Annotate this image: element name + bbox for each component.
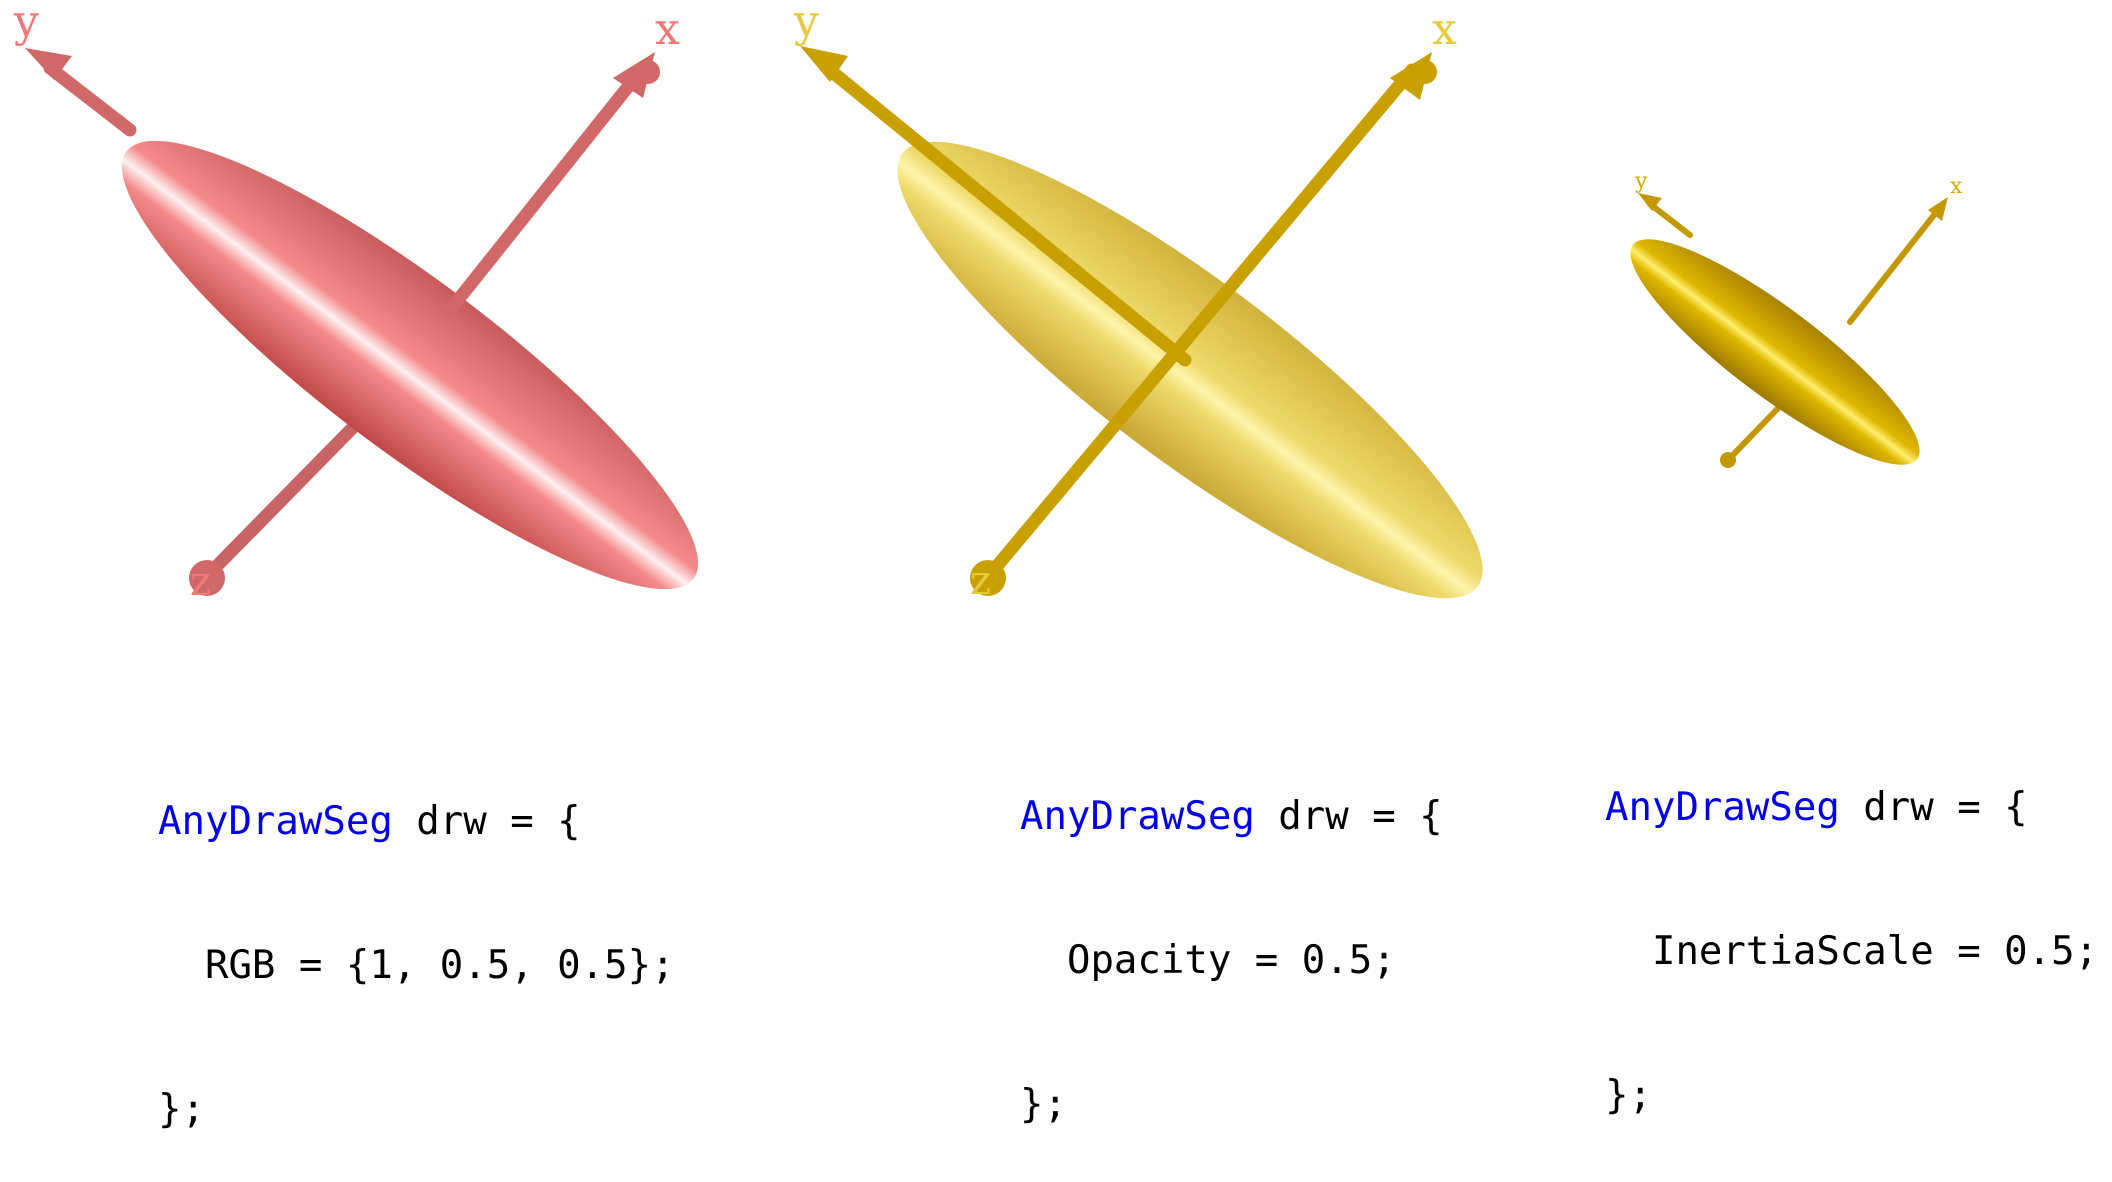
panel-2-x-axis bbox=[985, 63, 1419, 579]
panel-3-code-line-3: }; bbox=[1605, 1073, 1652, 1118]
panel-2-ellipsoid-figure: x y z bbox=[793, 0, 1483, 604]
panel-1-code-caption: AnyDrawSeg drw = { RGB = {1, 0.5, 0.5}; … bbox=[158, 702, 675, 1182]
panel-2-code-line-1-rest: drw = { bbox=[1254, 794, 1443, 839]
panel-1-ellipsoid bbox=[121, 140, 699, 590]
panel-3-y-axis bbox=[1647, 201, 1693, 238]
panel-1-x-label: x bbox=[655, 4, 680, 55]
panel-2-z-label: z bbox=[970, 558, 991, 604]
panel-2-y-axis-arrowhead bbox=[800, 46, 848, 82]
panel-3-ellipsoid-figure: x y bbox=[1630, 169, 1963, 468]
panel-2-y-label: y bbox=[793, 0, 819, 47]
panel-1-code-line-1-rest: drw = { bbox=[392, 799, 581, 844]
panel-1-code-line-1: AnyDrawSeg drw = { bbox=[158, 798, 675, 846]
ellipsoid-illustration: x y z x y z x y bbox=[13, 0, 1963, 605]
panel-2-x-label: x bbox=[1432, 4, 1457, 55]
panel-3-code-line-2: InertiaScale = 0.5; bbox=[1605, 929, 2099, 974]
panel-3-x-label: x bbox=[1950, 174, 1963, 199]
panel-1-z-axis bbox=[201, 398, 382, 582]
panel-1-x-axis bbox=[443, 71, 642, 317]
panel-3-x-axis bbox=[1847, 207, 1941, 325]
panel-1-code-line-3: }; bbox=[158, 1087, 205, 1132]
panel-2-code-caption: AnyDrawSeg drw = { Opacity = 0.5; }; bbox=[1020, 697, 1443, 1177]
panel-1-y-label: y bbox=[13, 0, 39, 47]
panel-1-z-label: z bbox=[190, 559, 211, 605]
panel-2-code-line-1: AnyDrawSeg drw = { bbox=[1020, 793, 1443, 841]
panel-1-y-axis-arrowhead bbox=[25, 48, 72, 80]
panel-2-x-arrow-cap bbox=[1413, 60, 1437, 84]
panel-2-code-keyword: AnyDrawSeg bbox=[1020, 794, 1255, 839]
panel-3-y-axis-arrowhead bbox=[1638, 193, 1662, 211]
panel-3-ellipsoid bbox=[1630, 239, 1920, 465]
panel-2-z-axis-tip bbox=[970, 560, 1006, 596]
panel-3-code-caption: AnyDrawSeg drw = { InertiaScale = 0.5; }… bbox=[1605, 688, 2098, 1168]
panel-3-code-line-1-rest: drw = { bbox=[1839, 785, 2028, 830]
panel-1-x-arrow-cap bbox=[636, 60, 660, 84]
panel-3-code-line-1: AnyDrawSeg drw = { bbox=[1605, 784, 2098, 832]
panel-3-y-label: y bbox=[1634, 169, 1648, 194]
panel-2-ellipsoid bbox=[897, 141, 1483, 599]
panel-1-y-axis bbox=[43, 61, 137, 137]
panel-1-z-axis-tip bbox=[189, 560, 225, 596]
panel-1-code-line-2: RGB = {1, 0.5, 0.5}; bbox=[158, 943, 675, 988]
panel-3-x-axis-arrowhead bbox=[1928, 197, 1948, 221]
panel-2-code-line-3: }; bbox=[1020, 1082, 1067, 1127]
panel-3-code-keyword: AnyDrawSeg bbox=[1605, 785, 1840, 830]
panel-1-code-keyword: AnyDrawSeg bbox=[158, 799, 393, 844]
panel-2-y-axis bbox=[818, 59, 1192, 367]
panel-2-code-line-2: Opacity = 0.5; bbox=[1020, 938, 1396, 983]
panel-1-ellipsoid-figure: x y z bbox=[13, 0, 699, 605]
panel-3-z-axis-tip bbox=[1720, 452, 1736, 468]
